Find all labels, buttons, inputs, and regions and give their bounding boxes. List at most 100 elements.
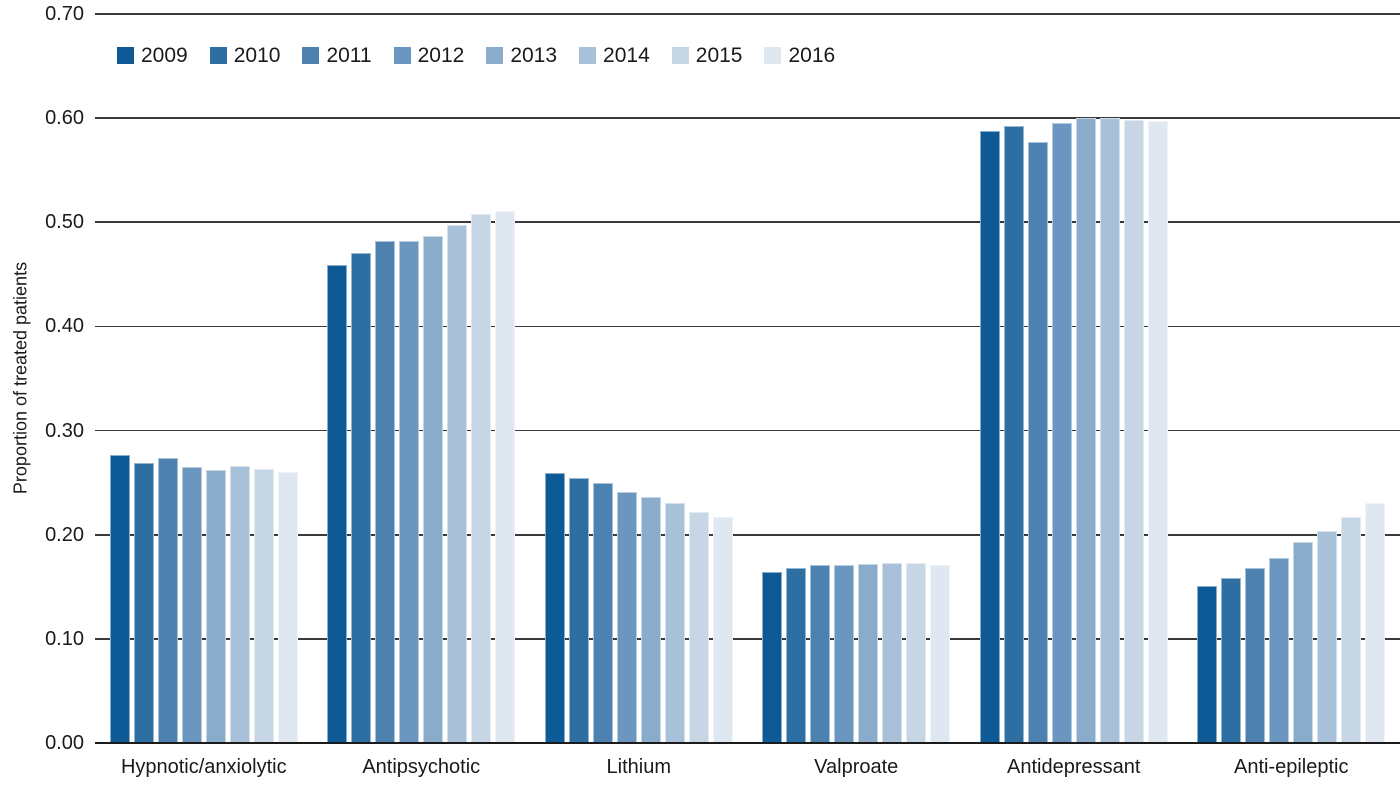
bar bbox=[375, 241, 396, 743]
bar-group bbox=[313, 14, 531, 743]
legend-label: 2013 bbox=[510, 44, 558, 67]
y-tick-label: 0.60 bbox=[45, 107, 84, 130]
chart-legend: 2009 2010 2011 2012 2013 2014 2015 2016 bbox=[117, 45, 835, 66]
legend-label: 2014 bbox=[603, 44, 650, 67]
legend-item: 2015 bbox=[671, 44, 743, 67]
bar bbox=[1123, 120, 1144, 743]
bar bbox=[1293, 542, 1314, 743]
bar bbox=[495, 210, 516, 743]
x-category-label: Anti-epileptic bbox=[1233, 756, 1349, 778]
y-tick-label: 0.10 bbox=[45, 627, 84, 650]
bar bbox=[1147, 121, 1168, 743]
bar-group bbox=[530, 14, 748, 743]
bar bbox=[1221, 578, 1242, 743]
bars-layer bbox=[95, 14, 1400, 743]
bar bbox=[181, 467, 202, 743]
legend-label: 2016 bbox=[788, 44, 836, 67]
bar bbox=[1197, 585, 1218, 743]
x-category-label: Antipsychotic bbox=[362, 756, 481, 778]
bar bbox=[423, 235, 444, 743]
legend-swatch bbox=[302, 47, 320, 64]
gridline bbox=[95, 533, 1400, 536]
bar bbox=[979, 130, 1000, 743]
bar bbox=[229, 465, 250, 743]
legend-item: 2016 bbox=[764, 45, 835, 66]
x-axis-category-labels: Hypnotic/anxiolytic Antipsychotic Lithium V… bbox=[95, 756, 1400, 779]
gridline bbox=[95, 325, 1400, 328]
legend-swatch bbox=[579, 47, 597, 64]
bar bbox=[640, 497, 661, 743]
bar-group bbox=[965, 14, 1183, 743]
bar bbox=[1075, 118, 1096, 743]
y-tick-label: 0.50 bbox=[45, 211, 84, 234]
legend-item: 2014 bbox=[579, 45, 650, 66]
y-axis-title: Proportion of treated patients bbox=[10, 261, 31, 495]
x-axis-baseline bbox=[95, 741, 1400, 745]
legend-swatch bbox=[486, 47, 504, 64]
bar bbox=[277, 472, 298, 743]
plot-area bbox=[95, 13, 1400, 745]
bar bbox=[664, 503, 685, 743]
bar bbox=[399, 241, 420, 743]
legend-label: 2009 bbox=[141, 44, 188, 67]
legend-swatch bbox=[671, 47, 689, 64]
y-tick-label: 0.20 bbox=[45, 523, 84, 546]
bar bbox=[858, 563, 879, 743]
y-tick-label: 0.70 bbox=[45, 3, 84, 25]
x-category-label: Antidepressant bbox=[1007, 756, 1141, 778]
bar bbox=[786, 568, 807, 743]
bar bbox=[157, 457, 178, 743]
legend-item: 2012 bbox=[393, 44, 465, 67]
legend-item: 2010 bbox=[209, 44, 281, 67]
bar bbox=[1099, 118, 1120, 743]
bar-group bbox=[748, 14, 966, 743]
y-tick-label: 0.00 bbox=[45, 732, 84, 754]
bar bbox=[471, 213, 492, 743]
bar bbox=[1051, 123, 1072, 743]
bar bbox=[592, 482, 613, 743]
legend-swatch bbox=[764, 47, 782, 64]
bar bbox=[1365, 503, 1386, 743]
bar bbox=[253, 469, 274, 743]
bar bbox=[544, 473, 565, 743]
legend-swatch bbox=[209, 47, 227, 64]
legend-label: 2010 bbox=[233, 44, 281, 67]
bar bbox=[810, 564, 831, 743]
legend-label: 2012 bbox=[417, 44, 465, 67]
x-category-label: Valproate bbox=[814, 756, 899, 778]
gridline bbox=[95, 13, 1400, 15]
gridline bbox=[95, 117, 1400, 119]
bar bbox=[762, 572, 783, 743]
legend-item: 2011 bbox=[302, 45, 372, 66]
bar bbox=[1269, 557, 1290, 743]
legend-item: 2013 bbox=[486, 45, 557, 66]
bar bbox=[616, 492, 637, 743]
bar bbox=[327, 264, 348, 743]
bar bbox=[133, 462, 154, 743]
y-tick-label: 0.30 bbox=[45, 419, 84, 442]
bar bbox=[205, 470, 226, 743]
bar bbox=[882, 562, 903, 743]
bar bbox=[1341, 517, 1362, 743]
bar bbox=[712, 517, 733, 743]
gridline bbox=[95, 429, 1400, 432]
bar bbox=[568, 478, 589, 743]
legend-item: 2009 bbox=[117, 45, 188, 66]
legend-swatch bbox=[117, 47, 134, 64]
bar-group bbox=[1183, 14, 1400, 743]
legend-label: 2015 bbox=[695, 44, 743, 67]
legend-swatch bbox=[393, 47, 411, 64]
bar bbox=[109, 454, 130, 743]
x-category-label: Hypnotic/anxiolytic bbox=[120, 756, 287, 778]
bar bbox=[906, 562, 927, 743]
gridline bbox=[95, 638, 1400, 640]
y-tick-label: 0.40 bbox=[45, 315, 84, 338]
bar bbox=[1003, 126, 1024, 743]
bar bbox=[930, 564, 951, 743]
bar bbox=[834, 564, 855, 743]
bar-group bbox=[95, 14, 313, 743]
bar bbox=[688, 511, 709, 743]
bar bbox=[1245, 568, 1266, 743]
bar bbox=[1027, 142, 1048, 743]
